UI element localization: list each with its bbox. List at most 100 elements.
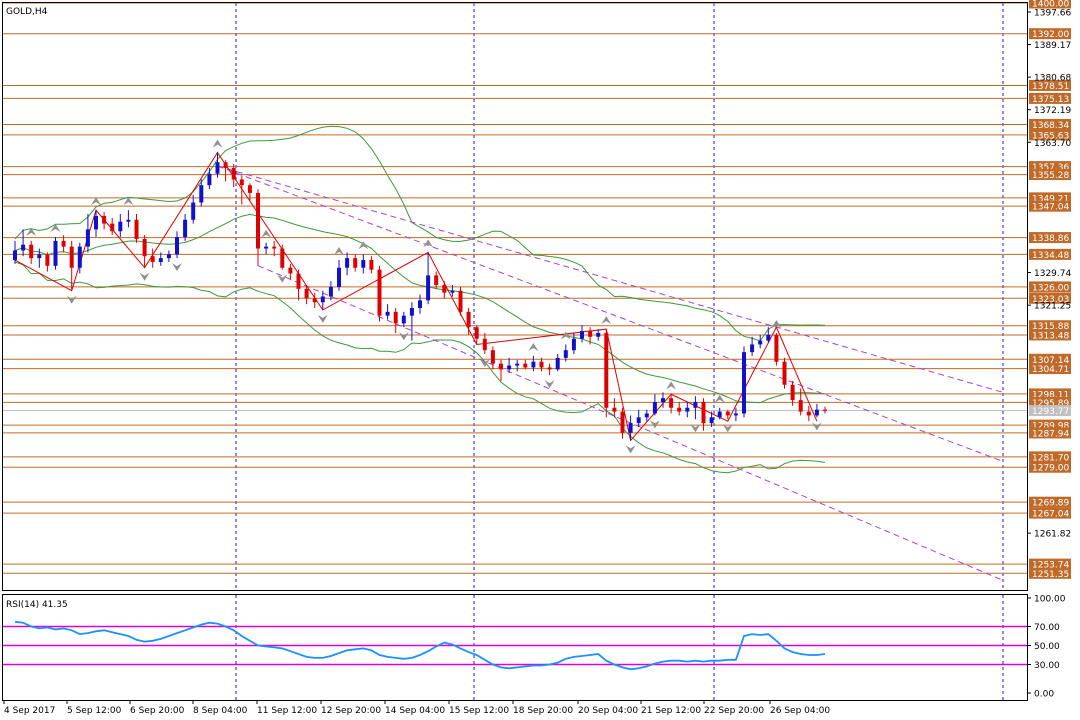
candle-body [499,363,503,370]
candle-body [580,331,584,339]
y-tick-label: 1329.74 [1034,269,1071,279]
candle-body [725,411,730,416]
grid-lines [235,3,1004,700]
level-label: 1281.70 [1032,453,1069,463]
main-panel-frame [2,2,1028,591]
x-tick-label: 4 Sep 2017 [4,706,55,716]
level-tag [1029,320,1071,332]
fractal-down-marker [690,424,701,433]
candle-body [353,258,358,268]
price-axis: 1400.00 1392.00 1378.51 1375.13 1368.341365.… [1027,0,1071,700]
candle-body [377,269,382,316]
x-tick-label: 14 Sep 04:00 [385,706,445,716]
candle-body [29,244,34,259]
level-tag [1029,558,1071,570]
level-label: 1289.98 [1032,422,1069,432]
candle-body [207,173,212,186]
candle-body [175,237,179,255]
fractal-up-marker [212,139,223,148]
candle-body [474,327,479,339]
candle-body [677,407,682,412]
level-label: 1315.88 [1032,322,1069,332]
level-label: 1267.04 [1032,510,1069,520]
fractal-down-marker [398,332,409,341]
level-label: 1298.11 [1032,390,1069,400]
candle-body [466,311,471,328]
candle-body [733,413,738,416]
candle-body [191,202,196,220]
candle-body [85,229,90,247]
x-tick-label: 8 Sep 04:00 [193,706,248,716]
rsi-y-tick-label: 30.00 [1034,661,1060,671]
fractal-down-marker [649,420,660,429]
level-label: 1365.63 [1032,131,1069,141]
candle-body [409,308,414,316]
fractal-up-marker [714,394,725,403]
rsi-panel [3,620,1027,671]
candle-body [620,411,625,433]
rsi-y-tick-label: 100.00 [1034,595,1066,605]
fractal-up-marker [26,227,37,236]
candle-body [61,240,66,247]
candle-body [272,246,277,249]
candle-body [264,246,269,249]
candle-body [288,267,293,274]
x-tick-label: 21 Sep 12:00 [641,706,701,716]
candle-body [636,417,641,424]
candle-body [199,185,204,203]
candle-body [669,398,674,408]
fractal-down-marker [722,424,733,433]
candle-body [458,290,463,312]
rsi-panel-frame [2,594,1028,701]
candle-body [304,288,309,299]
level-tag [1029,396,1071,408]
fractal-up-marker [423,239,434,248]
candle-body [823,409,827,411]
candle-body [345,258,350,268]
fractal-up-marker [334,247,344,256]
candle-body [337,267,341,287]
candle-body [142,238,147,257]
y-tick-label: 1261.82 [1034,530,1071,540]
fractal-up-marker [50,224,61,233]
candle-body [685,407,690,412]
candle-body [782,361,787,385]
candle-body [750,344,755,353]
fractal-up-marker [528,342,539,351]
x-tick-label: 5 Sep 12:00 [67,706,122,716]
candle-body [523,363,528,368]
candle-body [110,223,115,232]
level-tag [1029,248,1071,260]
candle-body [126,219,131,222]
level-label: 1368.34 [1032,121,1069,131]
candle-body [361,260,366,268]
level-tag [1029,281,1071,293]
candle-body [21,244,26,251]
candle-body [320,296,325,303]
candle-body [158,258,163,262]
level-label: 1251.35 [1032,570,1069,580]
x-tick-label: 11 Sep 12:00 [257,706,317,716]
fractal-down-marker [317,314,328,323]
level-label: 1287.94 [1032,429,1069,439]
level-label: 1355.28 [1032,171,1069,181]
candle-body [418,300,422,309]
level-label: 1349.21 [1032,194,1069,204]
candle-body [798,400,803,412]
y-tick-label: 1363.70 [1034,139,1071,149]
candle-body [612,407,617,412]
x-tick-label: 12 Sep 20:00 [321,706,381,716]
candle-body [507,365,512,370]
level-tag [1029,496,1071,508]
candle-body [555,357,560,370]
time-axis: 4 Sep 2017 5 Sep 12:00 6 Sep 20:00 8 Sep 04… [3,700,830,716]
level-label: 1392.00 [1032,30,1069,40]
fractal-up-marker [91,197,101,206]
fractal-up-marker [601,316,612,325]
y-tick-label: 1372.19 [1034,106,1071,116]
level-tag [1029,363,1071,375]
band-upper-line [14,125,826,342]
rsi-y-tick-label: 50.00 [1034,642,1060,652]
